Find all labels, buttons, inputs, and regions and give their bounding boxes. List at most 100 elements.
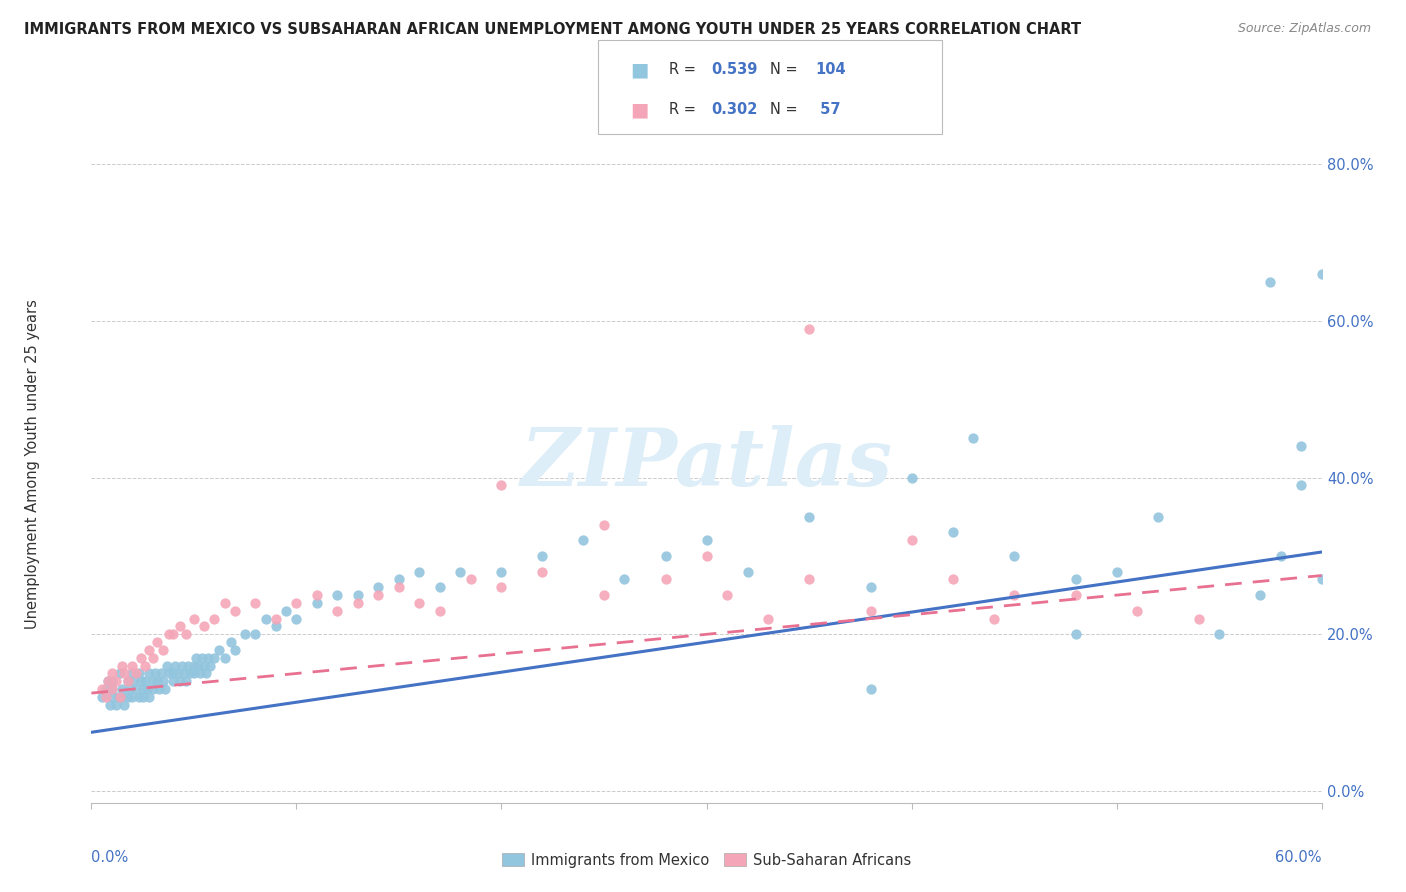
Point	[165, 658, 187, 673]
Point	[97, 674, 120, 689]
Point	[193, 658, 215, 673]
Point	[117, 674, 139, 689]
Point	[108, 666, 131, 681]
Text: R =: R =	[669, 62, 700, 77]
Point	[157, 627, 180, 641]
Point	[347, 596, 370, 610]
Text: Unemployment Among Youth under 25 years: Unemployment Among Youth under 25 years	[25, 299, 39, 629]
Point	[105, 698, 127, 712]
Point	[134, 674, 156, 689]
Point	[170, 658, 193, 673]
Point	[177, 658, 200, 673]
Point	[449, 565, 471, 579]
Point	[491, 580, 513, 594]
Point	[859, 682, 882, 697]
Point	[90, 682, 112, 697]
Point	[1289, 439, 1312, 453]
Point	[107, 690, 129, 704]
Point	[169, 619, 191, 633]
Point	[1289, 478, 1312, 492]
Point	[120, 682, 142, 697]
Legend: Immigrants from Mexico, Sub-Saharan Africans: Immigrants from Mexico, Sub-Saharan Afri…	[496, 847, 917, 873]
Point	[101, 674, 124, 689]
Text: ZIPatlas: ZIPatlas	[520, 425, 893, 502]
Point	[695, 533, 717, 548]
Point	[593, 588, 616, 602]
Point	[962, 431, 984, 445]
Point	[756, 612, 779, 626]
Point	[207, 643, 229, 657]
Point	[166, 666, 188, 681]
Point	[183, 666, 205, 681]
Text: 104: 104	[815, 62, 846, 77]
Point	[942, 525, 965, 540]
Point	[347, 588, 370, 602]
Point	[121, 658, 143, 673]
Point	[859, 604, 882, 618]
Point	[179, 666, 201, 681]
Point	[326, 588, 349, 602]
Point	[408, 565, 430, 579]
Point	[1270, 549, 1292, 563]
Point	[1249, 588, 1271, 602]
Point	[108, 690, 131, 704]
Point	[143, 666, 166, 681]
Text: 57: 57	[815, 103, 841, 117]
Point	[162, 666, 184, 681]
Point	[224, 604, 246, 618]
Text: N =: N =	[770, 62, 803, 77]
Point	[214, 596, 236, 610]
Point	[105, 674, 127, 689]
Point	[388, 580, 411, 594]
Point	[135, 682, 157, 697]
Point	[1310, 573, 1333, 587]
Point	[460, 573, 482, 587]
Point	[1187, 612, 1209, 626]
Point	[654, 549, 676, 563]
Point	[111, 682, 134, 697]
Text: 0.539: 0.539	[711, 62, 758, 77]
Point	[117, 690, 139, 704]
Text: 0.302: 0.302	[711, 103, 758, 117]
Text: ■: ■	[630, 60, 648, 79]
Point	[202, 650, 225, 665]
Point	[264, 612, 287, 626]
Point	[233, 627, 256, 641]
Point	[101, 666, 124, 681]
Point	[112, 698, 135, 712]
Point	[200, 658, 222, 673]
Point	[491, 478, 513, 492]
Point	[129, 650, 152, 665]
Point	[183, 612, 205, 626]
Point	[593, 517, 616, 532]
Point	[1260, 275, 1282, 289]
Point	[1002, 549, 1025, 563]
Point	[183, 658, 205, 673]
Point	[245, 596, 267, 610]
Point	[859, 580, 882, 594]
Point	[187, 658, 209, 673]
Point	[1126, 604, 1149, 618]
Text: Source: ZipAtlas.com: Source: ZipAtlas.com	[1237, 22, 1371, 36]
Point	[124, 674, 146, 689]
Point	[367, 588, 389, 602]
Point	[202, 612, 225, 626]
Point	[219, 635, 242, 649]
Point	[111, 658, 134, 673]
Point	[117, 674, 139, 689]
Point	[305, 588, 328, 602]
Point	[94, 690, 117, 704]
Point	[146, 635, 169, 649]
Point	[101, 682, 124, 697]
Point	[245, 627, 267, 641]
Point	[111, 690, 134, 704]
Point	[169, 674, 191, 689]
Point	[94, 682, 117, 697]
Point	[148, 682, 170, 697]
Point	[695, 549, 717, 563]
Point	[193, 619, 215, 633]
Point	[1002, 588, 1025, 602]
Point	[134, 658, 156, 673]
Point	[184, 650, 207, 665]
Text: IMMIGRANTS FROM MEXICO VS SUBSAHARAN AFRICAN UNEMPLOYMENT AMONG YOUTH UNDER 25 Y: IMMIGRANTS FROM MEXICO VS SUBSAHARAN AFR…	[24, 22, 1081, 37]
